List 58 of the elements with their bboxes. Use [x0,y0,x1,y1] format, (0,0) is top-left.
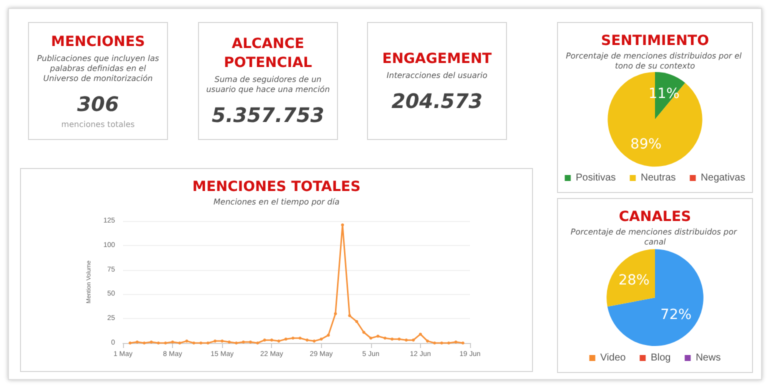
point [376,334,380,338]
point [142,342,146,344]
point [228,340,231,344]
point [291,336,294,340]
chart-title: SENTIMIENTO [601,33,710,49]
text: Publicaciones que incluyen las palabras definidas en el Universo de monitorización [36,54,160,84]
point [362,330,366,334]
text: ENGAGEMENT [382,50,492,68]
text: 204.573 [391,88,483,112]
point [277,340,280,343]
line-series [128,223,464,344]
point [404,338,408,342]
point [326,334,330,337]
point [270,338,274,342]
point [214,340,217,343]
legend-label: Blog [650,352,671,364]
point [220,340,224,343]
point [320,338,323,341]
point [341,223,344,226]
legend-label: Negativas [700,172,746,184]
chart-subtitle: Porcentaje de menciones distribuidos por canal [570,228,740,246]
point [398,338,401,341]
chart-title: MENCIONES TOTALES [192,179,361,195]
chart-subtitle: Menciones en el tiempo por día [214,198,340,206]
text: MENCIONES [51,33,145,52]
data-label: 28% [618,272,650,288]
legend-label: Neutras [640,172,676,184]
point [447,342,450,344]
text: 5.357.753 [212,103,324,127]
point [418,332,422,336]
legend-label: Positivas [576,172,616,184]
point [348,314,352,318]
point [284,338,288,341]
point [412,338,415,342]
legend-label: News [696,352,721,364]
point [192,342,196,344]
point [185,340,188,343]
chart-title: CANALES [618,209,692,225]
point [306,338,309,342]
chart-subtitle: Porcentaje de menciones distribuidos por el tono de su contexto [566,52,744,70]
point [355,320,358,324]
point [298,336,302,340]
point [369,336,372,340]
legend-label: Video [600,352,626,364]
text: menciones totales [61,120,135,129]
point [390,338,394,341]
point [384,336,387,340]
point [312,340,316,343]
point [178,342,182,344]
data-label: 72% [660,306,692,323]
text: ALCANCE POTENCIAL [222,35,314,73]
text: Suma de seguidores de un usuario que hace una mención [205,75,331,95]
text: 306 [77,92,119,116]
data-label: 89% [630,136,662,152]
text: Interacciones del usuario [386,70,488,80]
point [263,338,266,342]
point [426,340,430,343]
point [334,312,337,316]
